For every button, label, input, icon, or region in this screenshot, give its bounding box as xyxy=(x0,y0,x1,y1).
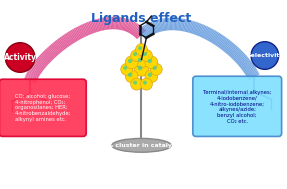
Text: Terminal/internal alkynes;
4-iodobenzene/
4-nitro-iodobenzene;
alkynes/azide;
be: Terminal/internal alkynes; 4-iodobenzene… xyxy=(203,90,272,124)
Circle shape xyxy=(148,73,152,77)
Circle shape xyxy=(150,64,162,75)
Circle shape xyxy=(153,66,157,70)
FancyBboxPatch shape xyxy=(0,79,86,136)
Circle shape xyxy=(143,52,147,56)
Circle shape xyxy=(128,73,132,77)
Circle shape xyxy=(251,42,279,69)
Text: Activity: Activity xyxy=(4,53,37,62)
Circle shape xyxy=(131,50,142,61)
Circle shape xyxy=(145,70,158,83)
Circle shape xyxy=(148,59,152,63)
Circle shape xyxy=(135,62,148,76)
Circle shape xyxy=(121,64,133,75)
Circle shape xyxy=(133,81,137,85)
Circle shape xyxy=(131,78,142,90)
Text: Selectivity: Selectivity xyxy=(246,53,284,58)
Text: CO; alcohol; glucose;
4-nitrophenol; CO₂;
organosilanes; HER;
4-nitrobenzaldehyd: CO; alcohol; glucose; 4-nitrophenol; CO₂… xyxy=(15,94,71,122)
Circle shape xyxy=(125,56,138,69)
Circle shape xyxy=(5,43,35,72)
Circle shape xyxy=(141,78,152,90)
Circle shape xyxy=(141,50,152,61)
Circle shape xyxy=(145,56,158,69)
Text: Ligands effect: Ligands effect xyxy=(91,12,192,25)
Circle shape xyxy=(135,55,148,68)
Circle shape xyxy=(125,70,138,83)
Circle shape xyxy=(143,81,147,85)
Circle shape xyxy=(133,52,137,56)
Ellipse shape xyxy=(112,138,171,152)
Circle shape xyxy=(128,59,132,63)
Text: Auₙ cluster in catalysis: Auₙ cluster in catalysis xyxy=(101,143,182,148)
Circle shape xyxy=(135,44,148,56)
Circle shape xyxy=(138,46,142,50)
Circle shape xyxy=(138,58,142,62)
FancyBboxPatch shape xyxy=(193,76,282,136)
Circle shape xyxy=(137,65,142,70)
Circle shape xyxy=(123,66,127,70)
